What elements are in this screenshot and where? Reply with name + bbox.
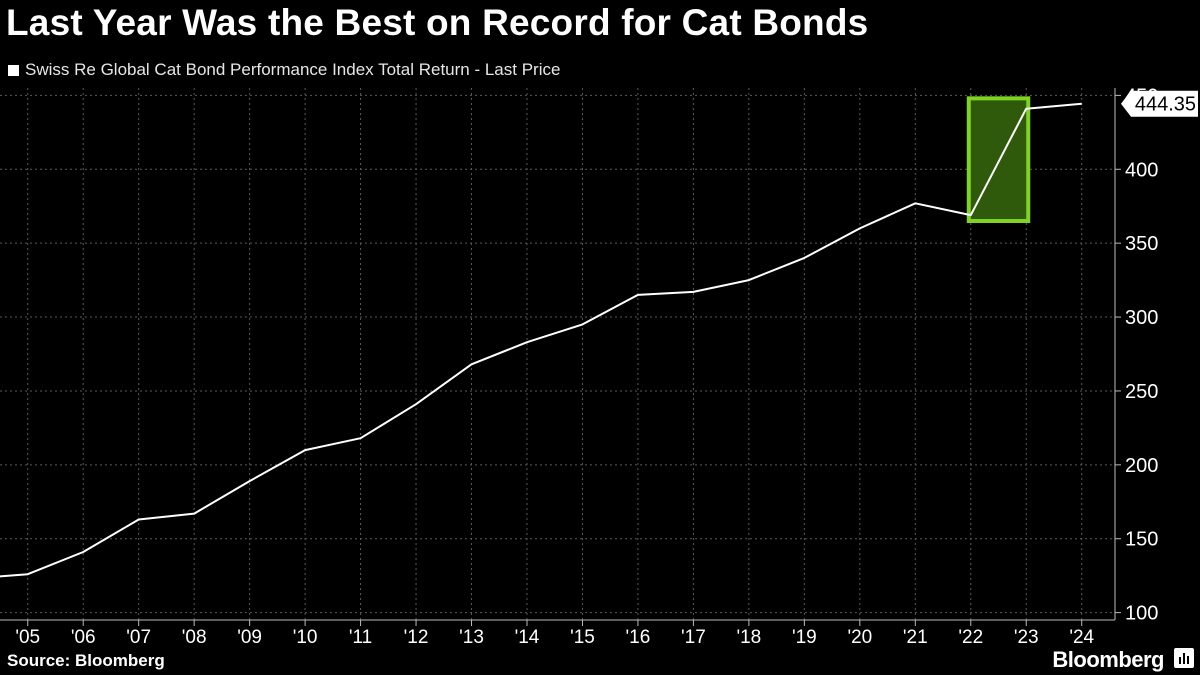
x-tick-label: '18 <box>736 627 761 648</box>
y-tick-label: 250 <box>1125 381 1158 403</box>
y-tick-label: 100 <box>1125 603 1158 625</box>
y-tick-label: 300 <box>1125 307 1158 329</box>
last-value-label: 444.35 <box>1135 94 1196 116</box>
x-tick-label: '20 <box>847 627 872 648</box>
bloomberg-terminal-icon <box>1174 648 1194 668</box>
last-value-callout <box>1121 90 1198 117</box>
x-tick-label: '24 <box>1069 627 1094 648</box>
y-tick-label: 150 <box>1125 529 1158 551</box>
y-tick-label: 200 <box>1125 455 1158 477</box>
x-tick-label: '10 <box>293 627 318 648</box>
x-tick-label: '23 <box>1014 627 1039 648</box>
series-line <box>0 102 1082 578</box>
x-tick-label: '09 <box>237 627 262 648</box>
x-tick-label: '12 <box>404 627 429 648</box>
y-tick-label: 400 <box>1125 159 1158 181</box>
x-tick-label: '21 <box>903 627 928 648</box>
x-tick-label: '14 <box>515 627 540 648</box>
chart-title: Last Year Was the Best on Record for Cat… <box>6 2 869 43</box>
x-tick-label: '19 <box>792 627 817 648</box>
x-tick-label: '06 <box>71 627 96 648</box>
x-tick-label: '08 <box>182 627 207 648</box>
x-tick-label: '16 <box>626 627 651 648</box>
legend-label: Swiss Re Global Cat Bond Performance Ind… <box>25 60 561 79</box>
x-tick-label: '17 <box>681 627 706 648</box>
x-tick-label: '07 <box>126 627 151 648</box>
x-tick-label: '11 <box>349 627 372 648</box>
x-tick-label: '22 <box>958 627 983 648</box>
x-tick-label: '15 <box>570 627 595 648</box>
y-tick-label: 350 <box>1125 233 1158 255</box>
legend: Swiss Re Global Cat Bond Performance Ind… <box>8 60 560 80</box>
x-tick-label: '05 <box>15 627 40 648</box>
legend-swatch <box>8 64 19 76</box>
source-note: Source: Bloomberg <box>7 651 165 670</box>
x-tick-label: '13 <box>459 627 484 648</box>
brand-logo: Bloomberg <box>1052 647 1164 672</box>
